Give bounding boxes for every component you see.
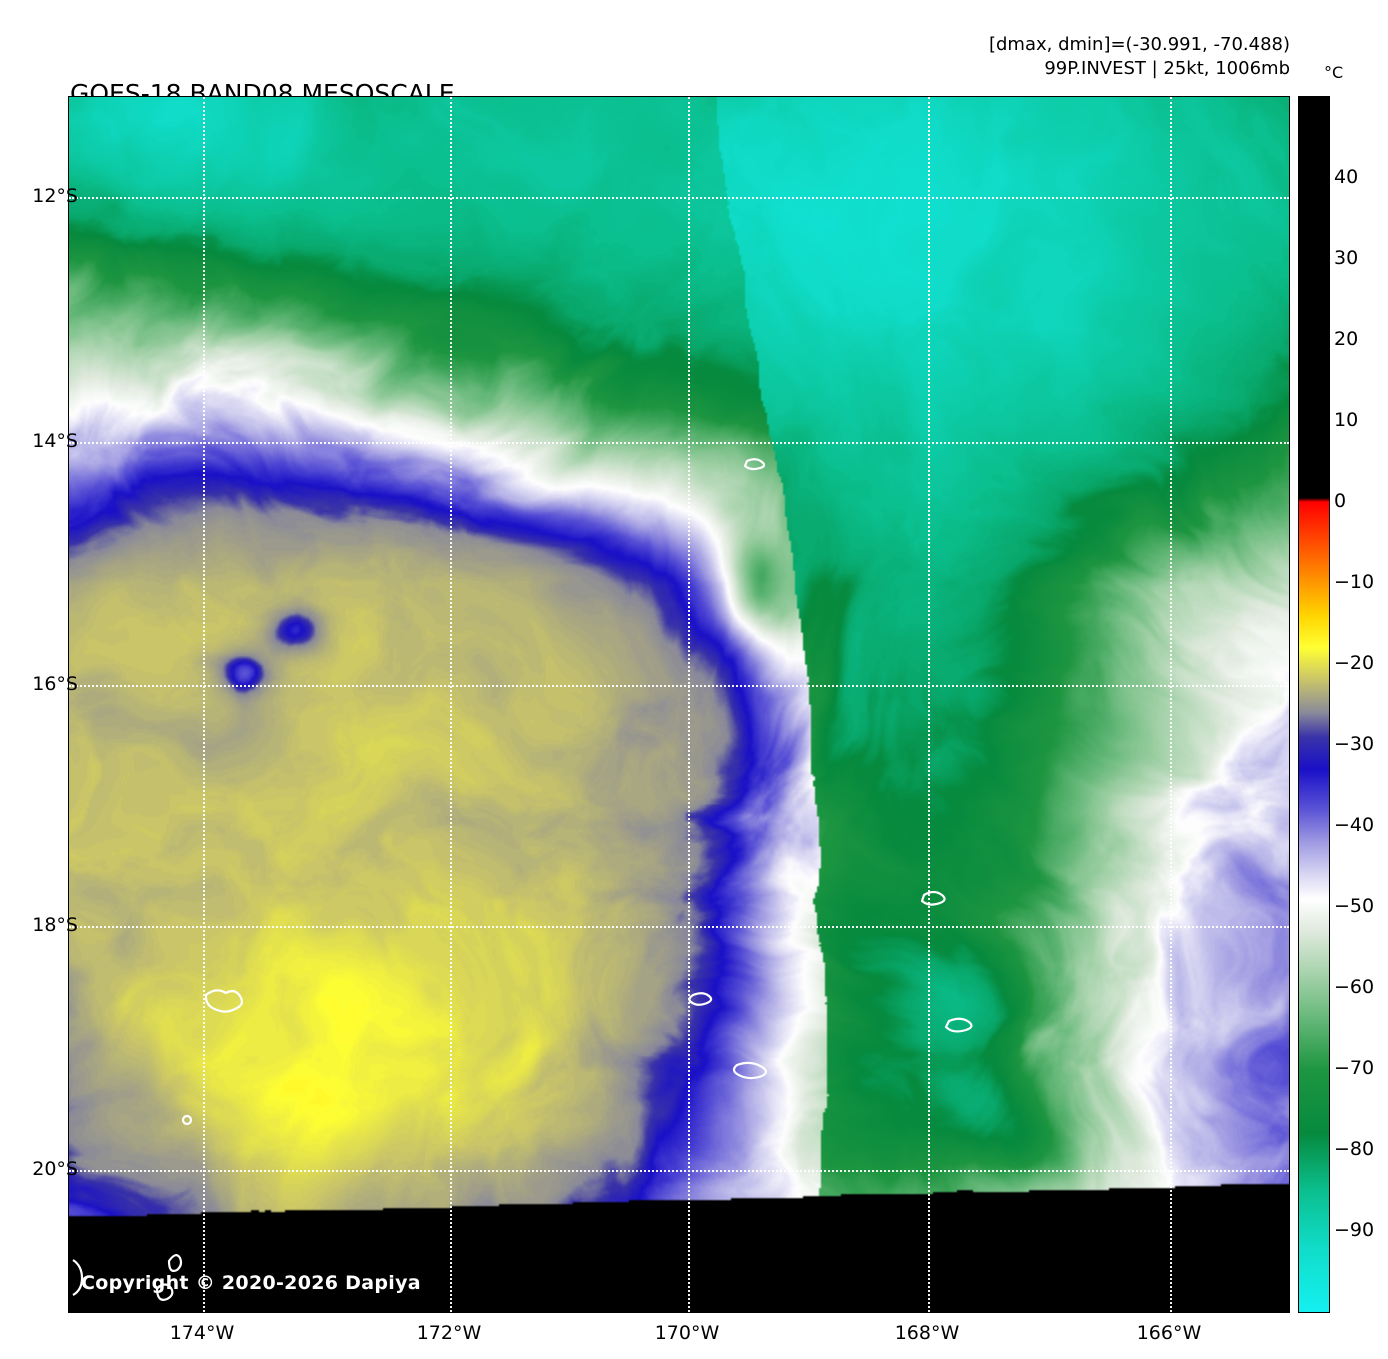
lat-tick-label: 20°S	[32, 1158, 78, 1180]
plot-inner	[69, 97, 1289, 1312]
colorbar-tick-label: −70	[1334, 1057, 1375, 1079]
lon-tick-label: 172°W	[416, 1322, 482, 1344]
lat-tick-label: 16°S	[32, 673, 78, 695]
lon-tick-label: 166°W	[1136, 1322, 1202, 1344]
colorbar-tick-label: 40	[1334, 166, 1359, 188]
colorbar-tick-labels: 40 30 20 10 0 −10 −20 −30 −40 −50 −60 −70 −80 −90	[1334, 96, 1388, 1311]
colorbar-unit-label: °C	[1324, 63, 1344, 82]
colorbar-tick-label: −60	[1334, 976, 1375, 998]
colorbar-tick-label: −50	[1334, 895, 1375, 917]
colorbar-tick-label: −20	[1334, 652, 1375, 674]
infrared-brightness-temperature-raster	[69, 97, 1289, 1312]
lon-tick-label: 168°W	[894, 1322, 960, 1344]
colorbar-tick-label: −80	[1334, 1138, 1375, 1160]
colorbar-tick-label: 30	[1334, 247, 1359, 269]
copyright-label: Copyright © 2020-2026 Dapiya	[81, 1272, 421, 1294]
colorbar[interactable]	[1298, 96, 1330, 1313]
colorbar-tick-label: 0	[1334, 490, 1347, 512]
lat-tick-label: 18°S	[32, 914, 78, 936]
dmax-dmin-label: [dmax, dmin]=(-30.991, -70.488)	[988, 34, 1290, 55]
lat-tick-label: 12°S	[32, 185, 78, 207]
colorbar-tick-label: 10	[1334, 409, 1359, 431]
satellite-image-plot[interactable]: Copyright © 2020-2026 Dapiya	[68, 96, 1290, 1313]
metadata-block: [dmax, dmin]=(-30.991, -70.488) 99P.INVE…	[989, 33, 1290, 81]
lon-tick-label: 170°W	[654, 1322, 720, 1344]
colorbar-tick-label: 20	[1334, 328, 1359, 350]
colorbar-tick-label: −30	[1334, 733, 1375, 755]
colorbar-tick-label: −40	[1334, 814, 1375, 836]
lon-tick-label: 174°W	[169, 1322, 235, 1344]
colorbar-gradient	[1299, 97, 1329, 1312]
colorbar-tick-label: −90	[1334, 1219, 1375, 1241]
colorbar-tick-label: −10	[1334, 571, 1375, 593]
storm-info-label: 99P.INVEST | 25kt, 1006mb	[1044, 58, 1290, 79]
lat-tick-label: 14°S	[32, 430, 78, 452]
